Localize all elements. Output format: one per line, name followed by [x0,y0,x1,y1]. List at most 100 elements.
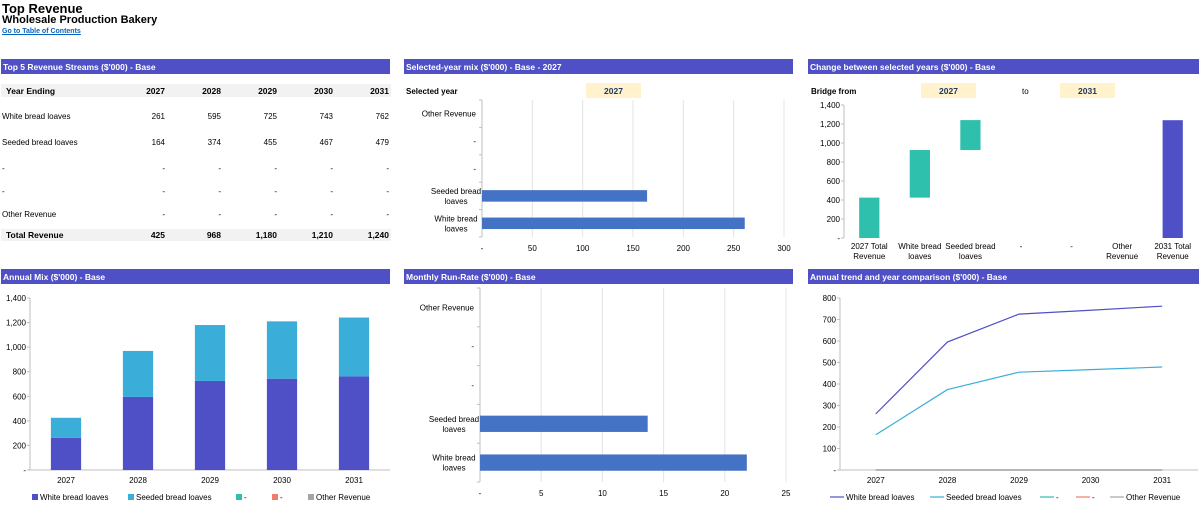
table-cell: - [330,187,333,196]
x-tick-label: 2029 [201,476,219,485]
category-label: - [471,381,474,390]
table-row-label: Seeded bread loaves [2,138,78,147]
category-label: Seeded bread loaves [431,187,481,206]
monthly-run-rate-chart: - 5 10 15 20 25 Other Revenue - - Seeded bread loa… [420,287,791,498]
table-header-year: 2027 [146,86,165,96]
x-tick-label: 2031 [1153,476,1171,485]
x-tick-label: 2030 [273,476,291,485]
y-tick-label: - [23,466,26,475]
table-of-contents-link[interactable]: Go to Table of Contents [2,28,81,35]
legend-label: White bread loaves [846,493,914,502]
legend-label: Seeded bread loaves [136,493,212,502]
table-cell: 467 [320,138,334,147]
series-line [875,366,1163,436]
annual-trend-chart: - 100 200 300 400 500 600 700 800 2027 2028 2029 203… [823,294,1198,502]
table-total-row [1,229,391,241]
x-tick-label: - [481,244,484,253]
x-tick-label: 250 [727,244,741,253]
legend-label: - [244,493,247,502]
table-cell: 725 [264,112,278,121]
y-tick-label: - [837,234,840,243]
table-cell: - [386,210,389,219]
section-header-annual-mix: Annual Mix ($'000) - Base [1,269,390,284]
y-tick-label: 1,400 [6,294,27,303]
table-total-cell: 1,240 [368,230,390,240]
stacked-bar-segment [194,325,226,381]
table-cell: - [218,164,221,173]
table-cell: - [162,164,165,173]
stacked-bar-segment [50,417,82,438]
bar [480,454,747,471]
y-tick-label: 1,000 [6,343,27,352]
legend-label: - [1056,493,1059,502]
category-label: White bread loaves [434,214,477,233]
x-tick-label: 25 [782,489,791,498]
x-tick-label: 2028 [129,476,147,485]
stacked-bar-segment [338,317,370,377]
legend-label: - [1092,493,1095,502]
table-total-cell: 1,180 [256,230,278,240]
category-label: Seeded bread loaves [945,242,995,261]
table-cell: 762 [376,112,390,121]
x-tick-label: - [479,489,482,498]
table-cell: 374 [208,138,222,147]
section-header-trend: Annual trend and year comparison ($'000)… [808,269,1199,284]
selected-year-label: Selected year [406,87,458,96]
y-tick-label: 1,000 [820,139,841,148]
table-cell: - [330,210,333,219]
bar [480,415,648,432]
bridge-from-input[interactable]: 2027 [921,83,976,98]
table-cell: - [274,187,277,196]
legend-swatch [236,494,242,500]
x-tick-label: 50 [528,244,537,253]
table-cell: - [218,187,221,196]
selected-year-mix-chart: - 50 100 150 200 250 300 Other Revenue - - Seeded … [422,99,791,253]
table-cell: 595 [208,112,222,121]
table-cell: 164 [152,138,166,147]
bridge-from-label: Bridge from [811,87,857,96]
table-header-year: 2030 [314,86,333,96]
x-tick-label: 15 [659,489,668,498]
table-cell: - [386,164,389,173]
bridge-waterfall-chart: - 200 400 600 800 1,000 1,200 1,400 2027 Total Re… [820,101,1191,261]
y-tick-label: 300 [823,402,837,411]
table-row-label: - [2,187,5,196]
y-tick-label: 1,200 [6,319,27,328]
table-cell: - [162,187,165,196]
table-cell: 479 [376,138,390,147]
x-tick-label: 2027 [867,476,885,485]
y-tick-label: 400 [823,380,837,389]
table-row-label: - [2,164,5,173]
category-label: Seeded bread loaves [429,415,479,434]
table-cell: 743 [320,112,334,121]
bar [482,217,745,230]
category-label: - [471,342,474,351]
x-tick-label: 2028 [939,476,957,485]
selected-year-input[interactable]: 2027 [586,83,641,98]
bar [482,190,648,202]
category-label: Other Revenue [422,110,477,119]
x-tick-label: 5 [539,489,544,498]
table-total-cell: 425 [151,230,165,240]
y-tick-label: 400 [13,417,27,426]
y-tick-label: 800 [823,294,837,303]
section-header-bridge: Change between selected years ($'000) - … [808,59,1199,74]
waterfall-bar [909,150,930,198]
section-header-top5: Top 5 Revenue Streams ($'000) - Base [1,59,390,74]
category-label: 2027 Total Revenue [851,242,888,261]
page-title: Top Revenue [2,1,83,16]
x-tick-label: 2027 [57,476,75,485]
top5-revenue-table: Year Ending 2027 2028 2029 2030 2031 White bre… [1,84,391,241]
y-tick-label: 600 [827,177,841,186]
legend-swatch [308,494,314,500]
waterfall-bar [960,120,981,151]
table-cell: - [274,210,277,219]
y-tick-label: 400 [827,196,841,205]
bridge-to-input[interactable]: 2031 [1060,83,1115,98]
legend-label: Seeded bread loaves [946,493,1022,502]
table-total-label: Total Revenue [6,230,64,240]
category-label: White bread loaves [898,242,941,261]
y-tick-label: 800 [13,368,27,377]
stacked-bar-segment [122,396,154,470]
section-header-monthly: Monthly Run-Rate ($'000) - Base [404,269,793,284]
